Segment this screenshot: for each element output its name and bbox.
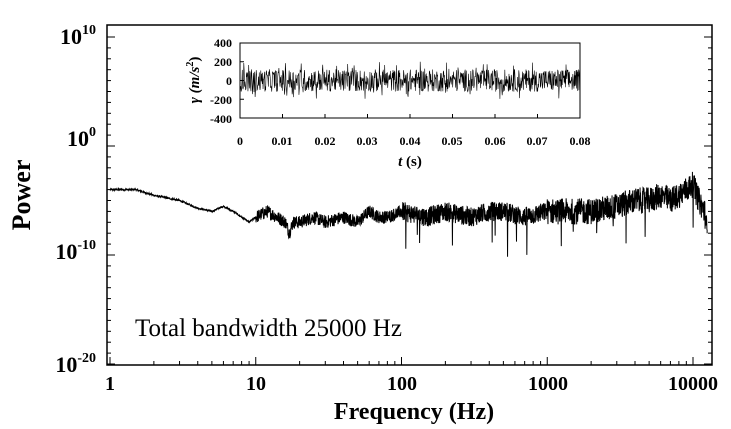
- y-tick-label: 100: [67, 125, 96, 151]
- x-tick-label: 10000: [668, 373, 718, 395]
- bandwidth-annotation: Total bandwidth 25000 Hz: [135, 315, 402, 342]
- x-tick-label: 1: [105, 373, 115, 395]
- inset-x-tick-label: 0.06: [485, 134, 506, 148]
- inset-x-tick-label: 0.01: [272, 134, 293, 148]
- inset-x-tick-label: 0.08: [570, 134, 591, 148]
- inset-y-tick-label: -400: [210, 112, 232, 126]
- inset-y-tick-label: 0: [226, 74, 232, 88]
- inset-signal-line: [239, 61, 581, 99]
- inset-x-tick-label: 0.02: [315, 134, 336, 148]
- inset-x-tick-label: 0.04: [400, 134, 421, 148]
- x-tick-label: 100: [387, 373, 417, 395]
- inset-y-tick-label: 400: [214, 36, 232, 50]
- inset-x-axis-title: t (s): [398, 154, 422, 170]
- main-plot-area: [106, 24, 713, 366]
- inset-x-tick-label: 0.03: [357, 134, 378, 148]
- inset-plot: 400 200 0 -200 -400 0 0.01 0.02 0.03 0.0…: [185, 36, 591, 170]
- inset-x-tick-label: 0.05: [442, 134, 463, 148]
- inset-y-tick-label: 200: [214, 55, 232, 69]
- inset-signal-trace: [239, 61, 581, 99]
- inset-y-tick-label: -200: [210, 93, 232, 107]
- x-axis-title: Frequency (Hz): [334, 399, 494, 425]
- power-spectrum-line: [109, 171, 708, 257]
- inset-x-tick-label: 0.07: [527, 134, 548, 148]
- x-tick-label: 10: [246, 373, 266, 395]
- y-tick-label: 1010: [60, 23, 96, 49]
- y-tick-label: 10-10: [55, 238, 96, 264]
- y-axis-title: Power: [7, 160, 36, 231]
- inset-y-axis-title: γ (m/s2): [185, 57, 203, 104]
- inset-x-tick-label: 0: [237, 134, 243, 148]
- x-tick-label: 1000: [528, 373, 568, 395]
- y-tick-label: 10-20: [55, 351, 96, 377]
